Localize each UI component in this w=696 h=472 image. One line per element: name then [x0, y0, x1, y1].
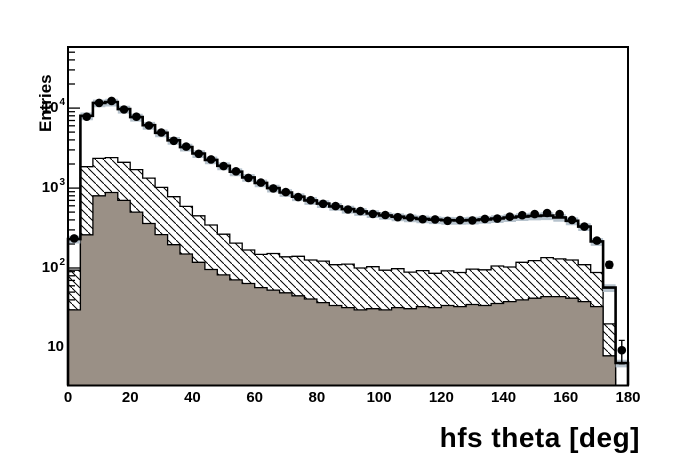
x-tick-label: 80 [308, 389, 326, 406]
x-tick-label: 100 [366, 389, 392, 406]
x-axis-title: hfs theta [deg] [439, 422, 640, 453]
x-tick-label: 120 [428, 389, 454, 406]
data-points [69, 96, 627, 365]
y-tick-label: 104 [41, 97, 65, 117]
x-tick-label: 0 [63, 389, 73, 406]
x-tick-label: 160 [553, 389, 579, 406]
plot-frame [67, 46, 629, 387]
x-tick-label: 20 [121, 389, 139, 406]
x-tick-label: 60 [246, 389, 263, 406]
solid-gray-histogram [67, 191, 628, 387]
x-tick-label: 140 [491, 389, 517, 406]
y-tick-label: 102 [41, 257, 65, 277]
y-tick-label: 103 [41, 177, 65, 197]
y-tick-label: 10 [47, 338, 64, 356]
x-tick-label: 40 [184, 389, 201, 406]
x-tick-label: 180 [615, 389, 641, 406]
